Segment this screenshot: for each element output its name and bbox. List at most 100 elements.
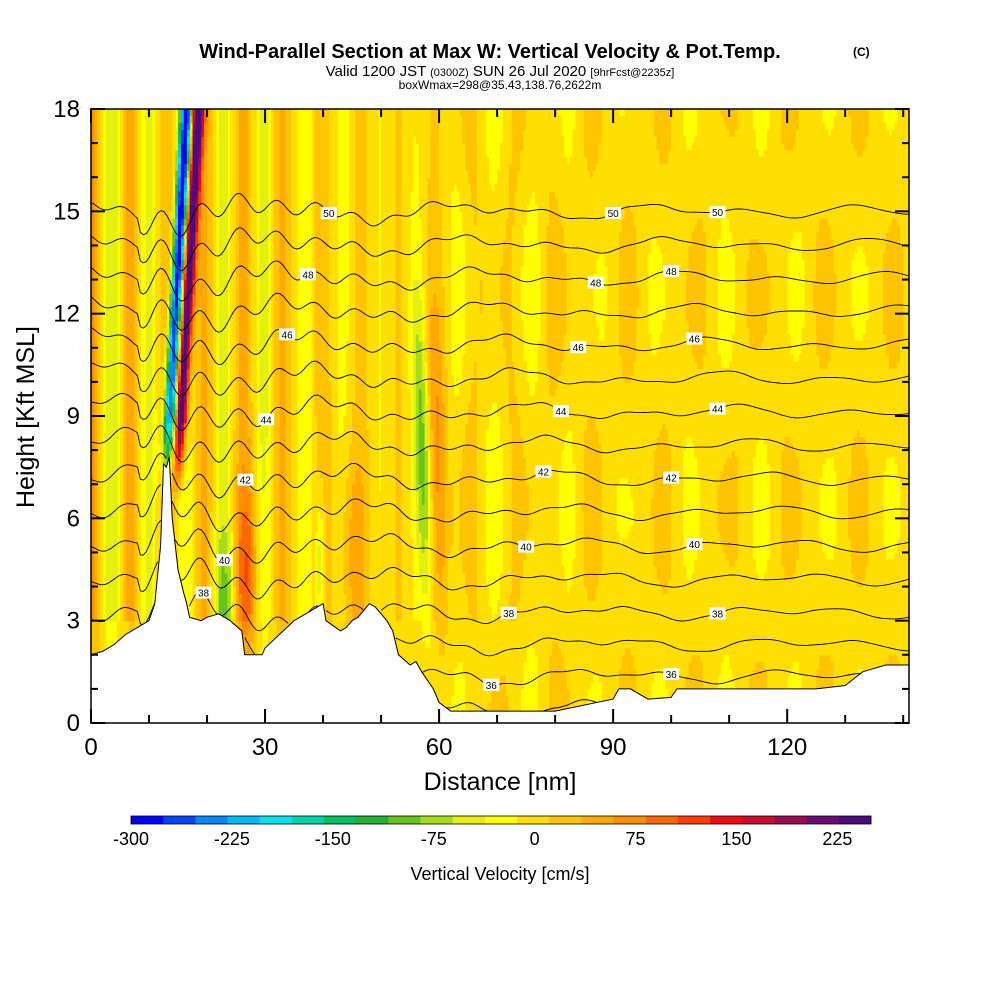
velocity-cell [659,163,664,253]
velocity-cell [897,224,901,363]
velocity-cell [859,586,864,670]
velocity-cell [424,538,429,594]
velocity-cell [755,572,759,663]
velocity-cell [178,265,182,281]
velocity-cell [183,450,188,458]
velocity-cell [470,109,475,206]
velocity-cell [178,429,182,444]
colorbar-swatch [131,816,164,824]
velocity-cell [665,593,669,690]
velocity-cell [186,129,191,137]
velocity-cell [636,286,640,308]
velocity-cell [784,109,788,151]
velocity-cell [821,122,826,219]
velocity-cell [592,600,597,676]
velocity-cell [291,109,295,723]
velocity-cell [180,293,185,301]
velocity-cell [668,149,672,444]
velocity-cell [659,586,664,670]
velocity-cell [798,354,803,478]
colorbar-swatch [742,816,775,824]
velocity-cell [546,109,550,226]
velocity-cell [752,347,756,458]
velocity-cell [244,109,249,472]
colorbar-swatch [356,816,389,824]
velocity-cell [186,197,191,206]
isentrope-label: 44 [552,405,569,418]
velocity-cell [172,320,176,363]
velocity-cell [247,109,252,438]
velocity-cell [500,265,504,322]
velocity-cell [497,682,501,723]
velocity-cell [418,388,423,485]
velocity-cell [833,313,838,472]
velocity-cell [183,204,188,212]
velocity-cell [178,381,182,390]
velocity-cell [169,327,173,335]
velocity-cell [186,224,191,233]
svg-text:38: 38 [503,609,515,620]
velocity-cell [189,279,194,294]
velocity-cell [688,579,693,663]
velocity-cell [787,334,791,438]
velocity-cell [183,422,188,431]
isentrope-label: 50 [709,206,726,219]
velocity-cell [691,572,695,656]
velocity-cell [180,109,185,124]
velocity-cell [192,320,197,342]
velocity-cell [505,109,510,219]
velocity-cell [192,231,197,247]
velocity-cell [378,491,382,615]
velocity-cell [529,395,533,642]
velocity-cell [352,484,356,622]
velocity-cell [175,306,179,322]
velocity-cell [192,265,197,281]
velocity-cell [755,347,759,444]
velocity-cell [175,149,179,171]
velocity-cell [166,347,170,363]
velocity-cell [587,170,591,417]
velocity-cell [250,525,255,615]
velocity-cell [189,361,194,376]
velocity-cell [549,654,553,723]
velocity-cell [418,531,423,581]
velocity-cell [160,109,165,363]
velocity-cell [259,109,263,444]
velocity-cell [859,109,864,158]
velocity-cell [201,115,205,131]
velocity-cell [900,245,904,342]
velocity-cell [659,429,664,588]
velocity-cell [618,354,623,478]
velocity-cell [752,238,756,349]
velocity-cell [238,484,243,540]
velocity-cell [685,272,690,322]
velocity-cell [468,613,472,723]
velocity-cell [175,218,179,226]
velocity-cell [166,361,170,369]
velocity-cell [192,259,197,267]
velocity-cell [621,115,626,219]
velocity-cell [787,579,791,676]
velocity-cell [389,109,394,723]
velocity-cell [856,340,861,431]
velocity-cell [189,177,194,185]
velocity-cell [198,177,202,192]
velocity-cell [656,149,661,247]
velocity-cell [172,300,176,322]
velocity-cell [265,109,269,438]
svg-text:48: 48 [302,270,314,281]
velocity-cell [178,477,182,485]
colorbar-tick-label: -300 [113,829,149,849]
velocity-cell [180,252,185,260]
y-tick-label: 9 [67,403,80,430]
isentrope-label: 38 [709,607,726,620]
velocity-cell [224,109,228,533]
velocity-cell [558,647,562,723]
velocity-cell [555,641,559,723]
velocity-cell [189,313,194,322]
velocity-cell [711,109,716,723]
isentrope-line [91,227,909,272]
velocity-cell [650,354,655,499]
velocity-cell [479,279,484,315]
velocity-cell [401,109,405,723]
